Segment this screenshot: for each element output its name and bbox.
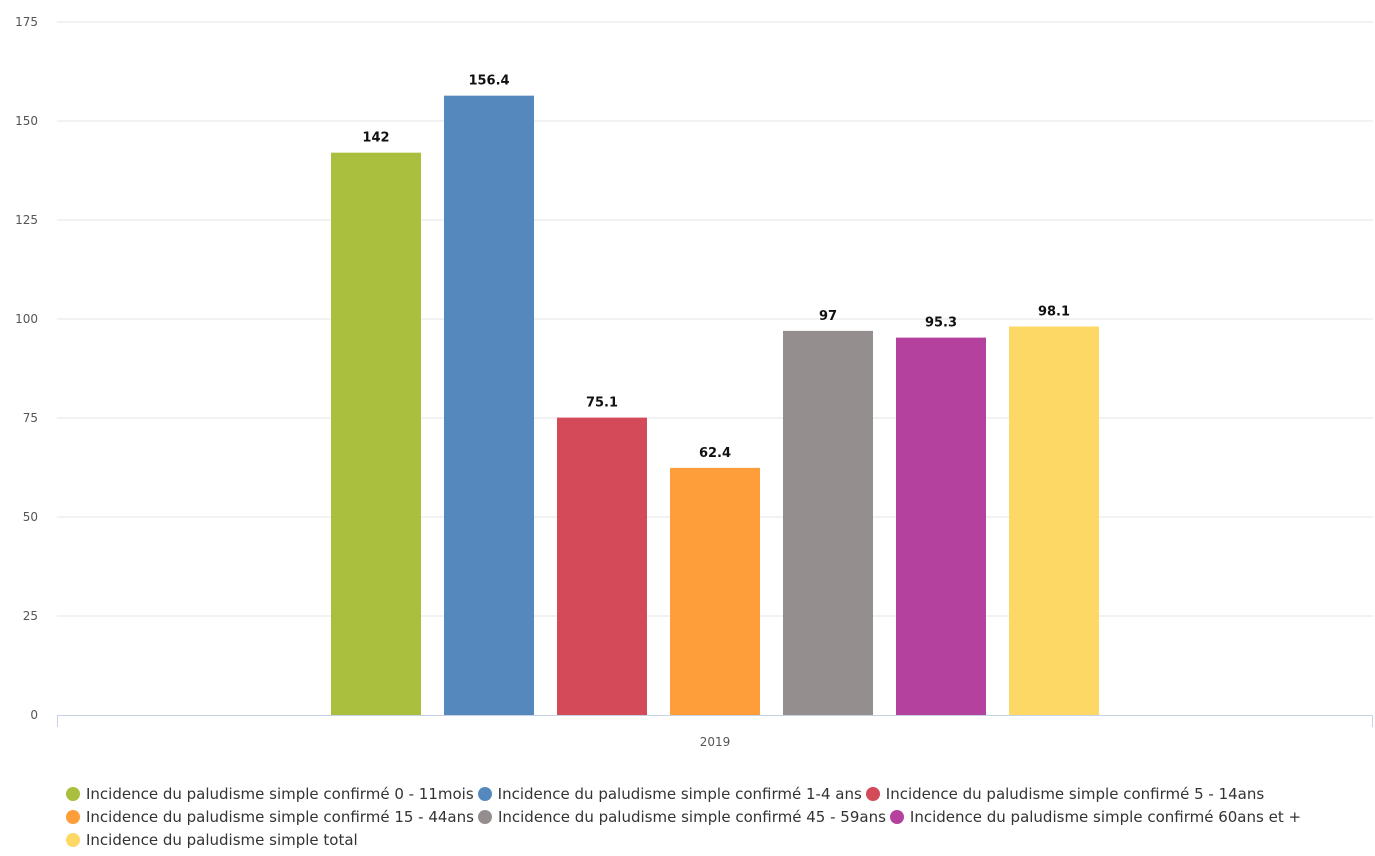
legend-item[interactable]: Incidence du paludisme simple confirmé 5… bbox=[865, 782, 1265, 805]
legend: Incidence du paludisme simple confirmé 0… bbox=[66, 782, 1371, 851]
legend-marker bbox=[477, 786, 492, 801]
legend-item[interactable]: Incidence du paludisme simple total bbox=[66, 828, 358, 851]
legend-item[interactable]: Incidence du paludisme simple confirmé 6… bbox=[889, 805, 1302, 828]
legend-label: Incidence du paludisme simple confirmé 0… bbox=[86, 784, 474, 803]
y-tick-label: 50 bbox=[23, 510, 38, 524]
data-label: 97 bbox=[819, 309, 837, 324]
data-labels: 142 156.4 75.1 62.4 97 95.3 98.1 bbox=[362, 74, 1070, 461]
data-label: 75.1 bbox=[586, 396, 618, 411]
data-label: 142 bbox=[362, 131, 389, 146]
legend-marker bbox=[477, 809, 492, 824]
legend-item[interactable]: Incidence du paludisme simple confirmé 1… bbox=[477, 782, 862, 805]
bar[interactable] bbox=[331, 152, 421, 715]
legend-item[interactable]: Incidence du paludisme simple confirmé 1… bbox=[66, 805, 474, 828]
legend-item[interactable]: Incidence du paludisme simple confirmé 4… bbox=[477, 805, 886, 828]
y-tick-label: 0 bbox=[30, 708, 38, 722]
bar[interactable] bbox=[670, 467, 760, 715]
legend-label: Incidence du paludisme simple confirmé 1… bbox=[86, 807, 474, 826]
data-label: 95.3 bbox=[925, 316, 957, 331]
y-tick-label: 75 bbox=[23, 411, 38, 425]
legend-label: Incidence du paludisme simple confirmé 6… bbox=[909, 807, 1302, 826]
y-tick-label: 125 bbox=[15, 213, 38, 227]
y-axis: 0 25 50 75 100 125 150 175 bbox=[15, 15, 38, 722]
legend-label: Incidence du paludisme simple confirmé 1… bbox=[497, 784, 862, 803]
legend-marker bbox=[865, 786, 880, 801]
data-label: 98.1 bbox=[1038, 305, 1070, 320]
bar-chart: 0 25 50 75 100 125 150 175 142 156.4 75.1 62.4 97 95… bbox=[15, 15, 1373, 749]
legend-label: Incidence du paludisme simple confirmé 5… bbox=[885, 784, 1265, 803]
bar[interactable] bbox=[896, 337, 986, 715]
y-tick-label: 25 bbox=[23, 609, 38, 623]
legend-label: Incidence du paludisme simple total bbox=[86, 830, 358, 849]
legend-marker bbox=[889, 809, 904, 824]
y-tick-label: 175 bbox=[15, 15, 38, 29]
bar[interactable] bbox=[444, 95, 534, 715]
legend-label: Incidence du paludisme simple confirmé 4… bbox=[497, 807, 886, 826]
bars bbox=[331, 95, 1099, 715]
legend-marker bbox=[66, 809, 80, 824]
data-label: 156.4 bbox=[468, 74, 509, 89]
bar[interactable] bbox=[783, 330, 873, 715]
bar[interactable] bbox=[1009, 326, 1099, 715]
data-label: 62.4 bbox=[699, 446, 731, 461]
bar[interactable] bbox=[557, 417, 647, 715]
y-tick-label: 150 bbox=[15, 114, 38, 128]
grid-lines bbox=[57, 21, 1373, 617]
x-axis: 2019 bbox=[57, 715, 1373, 749]
x-tick-label: 2019 bbox=[700, 735, 731, 749]
y-tick-label: 100 bbox=[15, 312, 38, 326]
legend-marker bbox=[66, 786, 80, 801]
legend-item[interactable]: Incidence du paludisme simple confirmé 0… bbox=[66, 782, 474, 805]
legend-marker bbox=[66, 832, 80, 847]
